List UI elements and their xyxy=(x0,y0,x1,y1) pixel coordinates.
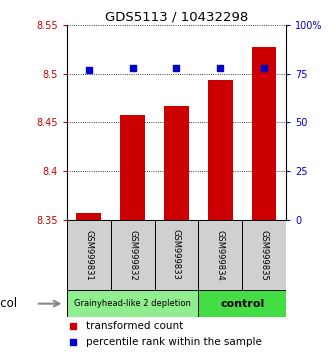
Bar xyxy=(67,290,198,317)
Text: GSM999833: GSM999833 xyxy=(172,229,181,280)
Text: GSM999834: GSM999834 xyxy=(216,229,225,280)
Text: percentile rank within the sample: percentile rank within the sample xyxy=(86,337,262,347)
Bar xyxy=(198,290,286,317)
Bar xyxy=(208,80,232,220)
Bar xyxy=(111,220,155,290)
Text: GSM999831: GSM999831 xyxy=(84,229,93,280)
Text: protocol: protocol xyxy=(0,297,18,310)
Text: transformed count: transformed count xyxy=(86,321,183,331)
Text: Grainyhead-like 2 depletion: Grainyhead-like 2 depletion xyxy=(74,299,191,308)
Bar xyxy=(121,115,145,220)
Bar xyxy=(155,220,198,290)
Text: GSM999835: GSM999835 xyxy=(260,229,269,280)
Text: control: control xyxy=(220,299,264,309)
Bar xyxy=(198,220,242,290)
Text: GSM999832: GSM999832 xyxy=(128,229,137,280)
Bar xyxy=(67,220,111,290)
Bar xyxy=(165,106,188,220)
Bar xyxy=(252,47,276,220)
Title: GDS5113 / 10432298: GDS5113 / 10432298 xyxy=(105,11,248,24)
Bar xyxy=(242,220,286,290)
Bar xyxy=(77,213,101,220)
